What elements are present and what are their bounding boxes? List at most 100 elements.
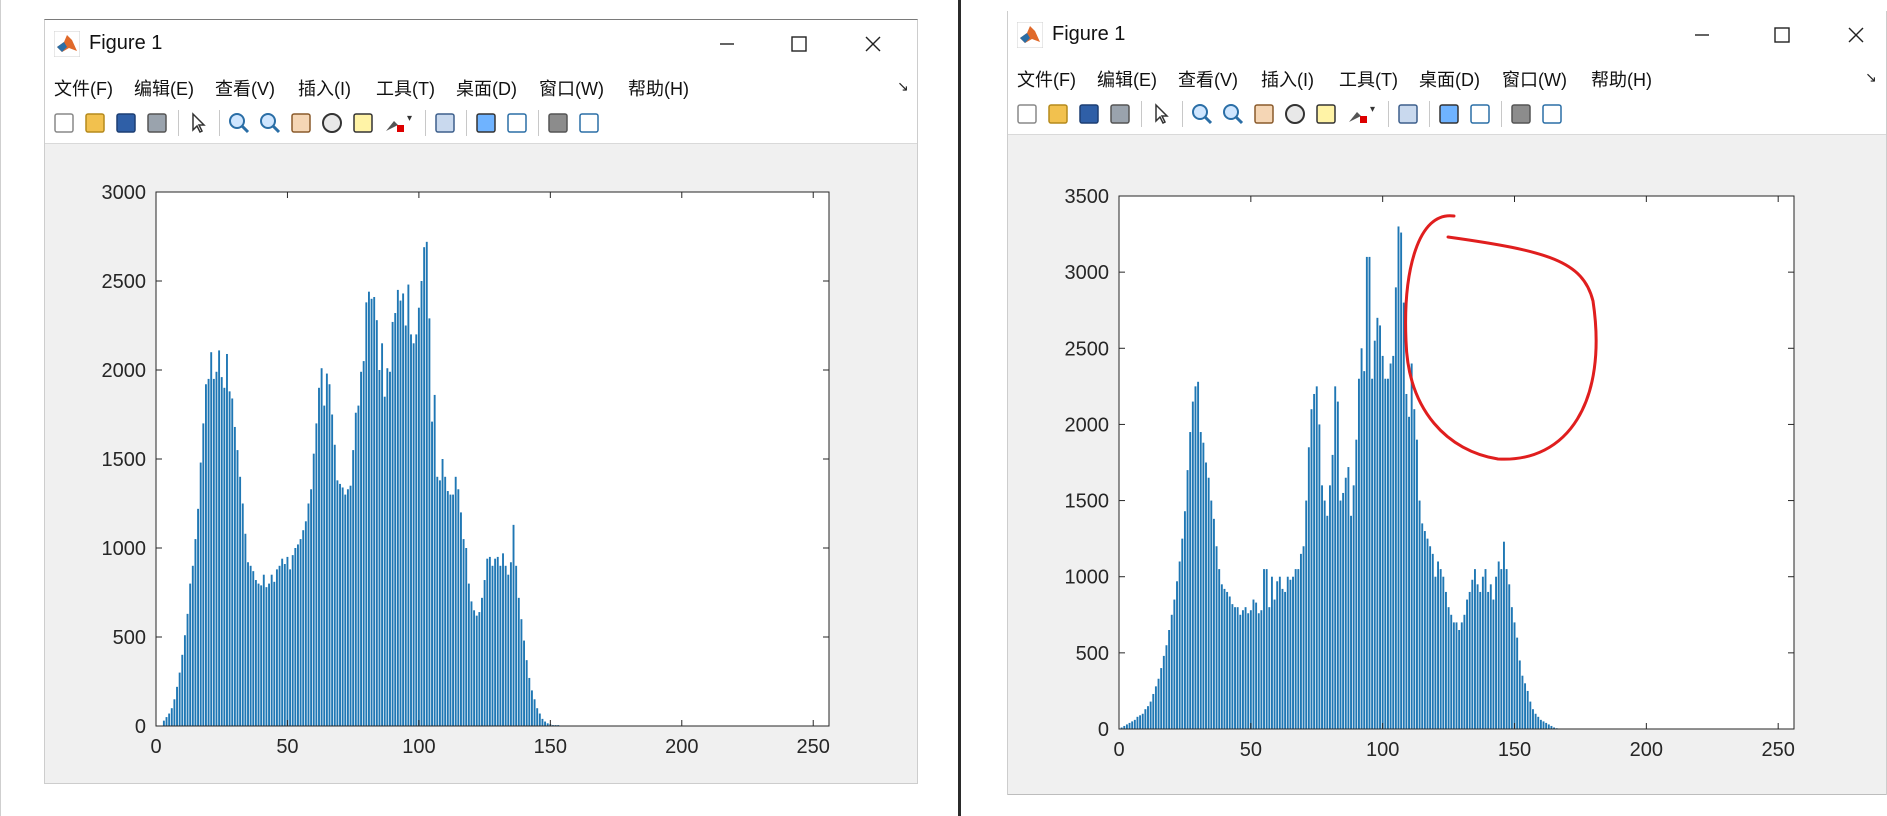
menu-edit[interactable]: 编辑(E) [134, 79, 194, 99]
minimize-button[interactable] [1684, 17, 1720, 53]
menu-view[interactable]: 查看(V) [215, 79, 275, 99]
menu-file[interactable]: 文件(F) [1017, 70, 1076, 90]
histogram-bar [1284, 591, 1287, 729]
brush-icon[interactable] [382, 111, 406, 135]
link-plot-icon[interactable] [1396, 102, 1420, 126]
zoom-out-icon[interactable] [1221, 102, 1245, 126]
save-icon[interactable] [1077, 102, 1101, 126]
histogram-bar [173, 699, 176, 726]
menu-insert[interactable]: 插入(I) [1261, 70, 1314, 90]
histogram-bar [507, 574, 510, 726]
histogram-bar [394, 313, 397, 726]
histogram-bar [370, 298, 373, 726]
histogram-bar [1492, 599, 1495, 729]
histogram-bar [1529, 701, 1532, 729]
histogram-bar [1154, 686, 1157, 729]
hide-plot-tools-icon[interactable] [1509, 102, 1533, 126]
minimize-icon [720, 43, 734, 45]
histogram-bar [336, 480, 339, 726]
histogram-bar [483, 580, 486, 726]
histogram-bar [381, 343, 384, 726]
show-plot-tools-icon[interactable] [1540, 102, 1564, 126]
print-icon[interactable] [1108, 102, 1132, 126]
histogram-bar [1315, 386, 1318, 729]
menu-help[interactable]: 帮助(H) [628, 79, 689, 99]
histogram-bar [1357, 378, 1360, 729]
maximize-button[interactable] [781, 26, 817, 62]
brush-dropdown-icon[interactable]: ▾ [407, 113, 413, 124]
brush-dropdown-icon[interactable]: ▾ [1370, 104, 1376, 115]
save-icon[interactable] [114, 111, 138, 135]
menu-insert[interactable]: 插入(I) [298, 79, 351, 99]
show-plot-tools-icon[interactable] [577, 111, 601, 135]
histogram-bar [1537, 716, 1540, 729]
menu-tools[interactable]: 工具(T) [1339, 70, 1398, 90]
maximize-button[interactable] [1764, 17, 1800, 53]
histogram-bar [344, 494, 347, 726]
figure-window-left: Figure 1 文件(F) 编辑(E) 查看(V) 插入(I) 工具(T) 桌… [44, 19, 918, 784]
histogram-bar [391, 321, 394, 726]
dock-arrow-icon[interactable]: ↘ [897, 78, 909, 94]
new-file-icon[interactable] [1015, 102, 1039, 126]
print-icon[interactable] [145, 111, 169, 135]
histogram-bar [1355, 439, 1358, 729]
histogram-bar [1176, 581, 1178, 729]
zoom-in-icon[interactable] [1190, 102, 1214, 126]
matlab-logo-icon [1017, 22, 1043, 48]
histogram-bar [1162, 655, 1165, 729]
histogram-bar [247, 562, 249, 726]
window-title: Figure 1 [89, 32, 163, 54]
data-cursor-icon[interactable] [1314, 102, 1338, 126]
histogram-bar [1223, 588, 1226, 729]
histogram-bar [1487, 591, 1490, 729]
close-button[interactable] [1838, 17, 1874, 53]
new-file-icon[interactable] [52, 111, 76, 135]
minimize-button[interactable] [709, 26, 745, 62]
histogram-bar [1281, 588, 1284, 729]
menu-view[interactable]: 查看(V) [1178, 70, 1238, 90]
menu-desktop[interactable]: 桌面(D) [456, 79, 517, 99]
menu-tools[interactable]: 工具(T) [376, 79, 435, 99]
menu-help[interactable]: 帮助(H) [1591, 70, 1652, 90]
histogram-bar [1149, 701, 1152, 729]
histogram-bar [1495, 576, 1497, 729]
link-plot-icon[interactable] [433, 111, 457, 135]
menu-window[interactable]: 窗口(W) [539, 79, 604, 99]
menu-file[interactable]: 文件(F) [54, 79, 113, 99]
brush-icon[interactable] [1345, 102, 1369, 126]
legend-icon[interactable] [1468, 102, 1492, 126]
pan-hand-icon[interactable] [1252, 102, 1276, 126]
colorbar-icon[interactable] [1437, 102, 1461, 126]
histogram-bar [1421, 523, 1424, 729]
histogram-bar [202, 423, 205, 726]
close-button[interactable] [855, 26, 891, 62]
histogram-bar [420, 281, 423, 726]
data-cursor-icon[interactable] [351, 111, 375, 135]
histogram-bar [1336, 401, 1339, 729]
histogram-bar [396, 289, 399, 726]
colorbar-icon[interactable] [474, 111, 498, 135]
histogram-bar [460, 512, 462, 726]
histogram-bar [1347, 467, 1350, 729]
zoom-out-icon[interactable] [258, 111, 282, 135]
dock-arrow-icon[interactable]: ↘ [1865, 69, 1877, 85]
histogram-bar [1468, 591, 1471, 729]
menu-desktop[interactable]: 桌面(D) [1419, 70, 1480, 90]
histogram-bar [1434, 576, 1437, 729]
menu-window[interactable]: 窗口(W) [1502, 70, 1567, 90]
select-pointer-icon[interactable] [186, 111, 210, 135]
legend-icon[interactable] [505, 111, 529, 135]
y-tick-label: 2500 [102, 271, 147, 293]
open-folder-icon[interactable] [1046, 102, 1070, 126]
rotate-3d-icon[interactable] [320, 111, 344, 135]
open-folder-icon[interactable] [83, 111, 107, 135]
histogram-bar [286, 556, 289, 726]
rotate-3d-icon[interactable] [1283, 102, 1307, 126]
select-pointer-icon[interactable] [1149, 102, 1173, 126]
menu-edit[interactable]: 编辑(E) [1097, 70, 1157, 90]
pan-hand-icon[interactable] [289, 111, 313, 135]
zoom-in-icon[interactable] [227, 111, 251, 135]
hide-plot-tools-icon[interactable] [546, 111, 570, 135]
histogram-bar [494, 558, 497, 726]
x-tick-label: 0 [150, 736, 161, 758]
